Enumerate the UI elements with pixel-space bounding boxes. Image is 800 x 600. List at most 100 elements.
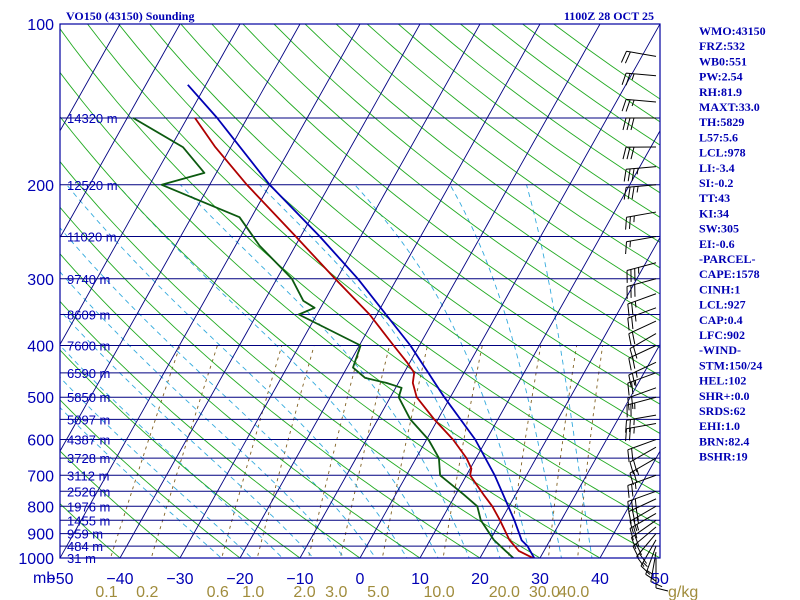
temperature-trace bbox=[194, 117, 535, 558]
height-label: 31 m bbox=[67, 551, 96, 566]
temperature-tick-label: −10 bbox=[286, 571, 313, 588]
isotherm-line bbox=[239, 24, 541, 558]
pressure-tick-label: 400 bbox=[27, 339, 54, 356]
pressure-tick-label: 600 bbox=[27, 433, 54, 450]
isotherm-line bbox=[359, 24, 660, 558]
plot-frame bbox=[59, 23, 661, 559]
mixing-ratio-label: 3.0 bbox=[325, 584, 347, 600]
mixing-ratio-line bbox=[150, 345, 218, 558]
wind-barb bbox=[627, 474, 657, 498]
index-value: WMO:43150 bbox=[699, 24, 766, 38]
isotherm-line bbox=[60, 24, 181, 239]
index-value: LI:-3.4 bbox=[699, 161, 735, 175]
wind-barbs bbox=[620, 50, 669, 592]
pressure-tick-label: 700 bbox=[27, 468, 54, 485]
dry-adiabat-line bbox=[60, 349, 301, 558]
height-labels: 14320 m 12520 m 11020 m 9740 m 8609 m 7600 m 6… bbox=[67, 111, 118, 566]
wind-barb bbox=[629, 457, 657, 486]
mixing-ratio-label: 40.0 bbox=[558, 584, 589, 600]
wind-barb bbox=[625, 211, 657, 230]
wind-barb bbox=[627, 307, 657, 331]
pressure-tick-label: 500 bbox=[27, 390, 54, 407]
pressure-tick-label: 1000 bbox=[18, 551, 54, 568]
isotherm-line bbox=[60, 24, 241, 346]
isotherm-line bbox=[179, 24, 481, 558]
height-label: 3728 m bbox=[67, 451, 110, 466]
isotherm-line bbox=[299, 24, 601, 558]
temperature-tick-label: 40 bbox=[591, 571, 609, 588]
wind-barb bbox=[620, 50, 657, 64]
pressure-tick-label: 300 bbox=[27, 272, 54, 289]
dry-adiabat-line bbox=[273, 24, 660, 322]
dry-adiabat-line bbox=[60, 253, 421, 558]
index-value: SI:-0.2 bbox=[699, 176, 733, 190]
temperature-tick-label: −30 bbox=[166, 571, 193, 588]
height-label: 14320 m bbox=[67, 111, 118, 126]
moist-adiabat-line bbox=[117, 184, 439, 558]
index-value: LFC:902 bbox=[699, 328, 745, 342]
index-value: TT:43 bbox=[699, 191, 730, 205]
wind-barb bbox=[626, 396, 657, 418]
index-value: -PARCEL- bbox=[699, 252, 755, 266]
mixing-ratio-line bbox=[507, 345, 542, 558]
temperature-tick-label: 30 bbox=[531, 571, 549, 588]
index-value: KI:34 bbox=[699, 206, 729, 220]
wind-barb bbox=[627, 387, 657, 411]
station-title: VO150 (43150) Sounding bbox=[66, 9, 194, 23]
mixing-ratio-label: 0.6 bbox=[207, 584, 229, 600]
mixing-ratio-line bbox=[442, 345, 483, 558]
index-value: STM:150/24 bbox=[699, 358, 762, 372]
sounding-profiles bbox=[132, 84, 536, 558]
height-label: 484 m bbox=[67, 539, 103, 554]
height-label: 5850 m bbox=[67, 390, 110, 405]
moist-adiabat-line bbox=[60, 271, 346, 558]
pressure-tick-label: 900 bbox=[27, 527, 54, 544]
wind-barb bbox=[625, 236, 657, 255]
wind-barb bbox=[632, 526, 657, 558]
mixing-ratio-line bbox=[110, 345, 181, 558]
dry-adiabat-line bbox=[60, 71, 660, 558]
dry-adiabat-line bbox=[335, 24, 660, 269]
wind-barb bbox=[629, 333, 657, 361]
height-label: 959 m bbox=[67, 527, 103, 542]
mixing-ratio-line bbox=[577, 345, 604, 558]
index-value: EHI:1.0 bbox=[699, 419, 740, 433]
temperature-tick-label: −20 bbox=[226, 571, 253, 588]
wind-barb bbox=[622, 117, 657, 131]
pressure-unit-label: mb bbox=[33, 570, 55, 587]
wind-barb bbox=[621, 72, 657, 86]
dry-adiabat-line bbox=[242, 24, 660, 349]
mixing-ratio-labels: 0.1 0.2 0.6 1.0 2.0 3.0 5.0 10.0 20.0 30.040.0 bbox=[95, 584, 589, 600]
mixing-ratio-label: 2.0 bbox=[293, 584, 315, 600]
isotherm-line bbox=[60, 24, 301, 453]
height-label: 2526 m bbox=[67, 484, 110, 499]
height-label: 6590 m bbox=[67, 366, 110, 381]
dry-adiabat-line bbox=[211, 24, 660, 377]
wind-barb bbox=[625, 414, 657, 433]
height-label: 3112 m bbox=[67, 468, 109, 483]
sounding-time: 1100Z 28 OCT 25 bbox=[564, 9, 654, 23]
index-value: SRDS:62 bbox=[699, 404, 746, 418]
dry-adiabat-line bbox=[60, 503, 121, 558]
dry-adiabat-line bbox=[149, 24, 660, 434]
height-label: 5097 m bbox=[67, 412, 110, 427]
mixing-ratio-label: 0.2 bbox=[136, 584, 158, 600]
index-value: L57:5.6 bbox=[699, 130, 738, 144]
mixing-ratio-label: 10.0 bbox=[424, 584, 455, 600]
moist-adiabat-line bbox=[66, 184, 408, 558]
index-value: CAP:0.4 bbox=[699, 313, 743, 327]
isotherm-line bbox=[599, 450, 660, 558]
wind-barb bbox=[627, 372, 657, 396]
index-value: BRN:82.4 bbox=[699, 434, 749, 448]
height-label: 1455 m bbox=[67, 513, 110, 528]
wind-barb bbox=[650, 552, 663, 588]
index-value: WB0:551 bbox=[699, 54, 747, 68]
index-value: CAPE:1578 bbox=[699, 267, 760, 281]
moist-adiabat-line bbox=[180, 184, 470, 558]
isotherm-line bbox=[119, 24, 421, 558]
dewpoint-trace bbox=[132, 117, 515, 558]
height-label: 1976 m bbox=[67, 499, 110, 514]
pressure-tick-label: 200 bbox=[27, 178, 54, 195]
